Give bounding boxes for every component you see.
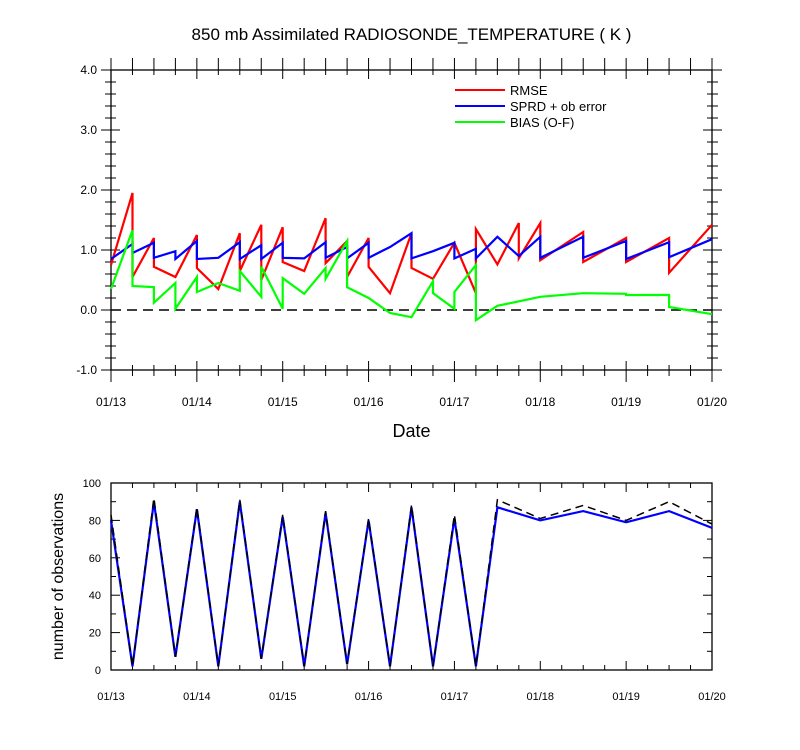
bottom-chart: 01/13 01/14 01/15 01/16 01/17 01/18 01/19 01/20… [50, 478, 726, 703]
x-tick-label: 01/17 [441, 691, 469, 703]
series-line-assimilated [109, 501, 713, 667]
x-tick-label: 01/18 [525, 395, 555, 409]
legend-label: RMSE [510, 83, 548, 98]
x-tick-label: 01/19 [612, 691, 640, 703]
series-line-bias-o-f [109, 229, 713, 323]
x-tick-label: 01/16 [354, 395, 384, 409]
plot-frame [110, 69, 713, 371]
y-tick-label: 100 [83, 478, 101, 490]
x-tick-label: 01/13 [97, 691, 125, 703]
legend-label: BIAS (O-F) [510, 115, 574, 130]
x-ticks: 01/13 01/14 01/15 01/16 01/17 01/18 01/19 01/20 [97, 483, 726, 703]
top-chart: 850 mb Assimilated RADIOSONDE_TEMPERATUR… [76, 25, 727, 441]
y-tick-label: 2.0 [80, 183, 97, 197]
y-tick-label: 40 [89, 590, 101, 602]
y-tick-label: 0.0 [80, 303, 97, 317]
x-tick-label: 01/20 [698, 691, 726, 703]
y-ticks: 0 20 40 60 80 100 [83, 478, 712, 677]
y-tick-label: 80 [89, 515, 101, 527]
series-group [109, 497, 713, 667]
y-tick-label: 0 [95, 665, 101, 677]
series-line-sprd-ob-error [110, 231, 713, 262]
x-tick-label: 01/16 [355, 691, 383, 703]
y-tick-label: 60 [89, 553, 101, 565]
x-tick-label: 01/14 [183, 691, 211, 703]
x-axis-label: Date [392, 421, 430, 441]
x-tick-label: 01/15 [269, 691, 297, 703]
x-tick-label: 01/18 [527, 691, 555, 703]
y-tick-label: 3.0 [80, 123, 97, 137]
x-tick-label: 01/17 [439, 395, 469, 409]
x-tick-label: 01/14 [182, 395, 212, 409]
x-ticks: 01/13 01/14 01/15 01/16 01/17 01/18 01/19 01/20 [96, 58, 727, 409]
chart-title: 850 mb Assimilated RADIOSONDE_TEMPERATUR… [192, 25, 632, 44]
y-tick-label: 4.0 [80, 63, 97, 77]
y-tick-label: 20 [89, 628, 101, 640]
y-tick-label: 1.0 [80, 243, 97, 257]
y-tick-label: -1.0 [76, 363, 97, 377]
series-group [109, 192, 713, 323]
legend-label: SPRD + ob error [510, 99, 607, 114]
series-line-possible [110, 497, 713, 667]
x-tick-label: 01/15 [268, 395, 298, 409]
x-tick-label: 01/20 [697, 395, 727, 409]
y-axis-label: number of observations [50, 493, 67, 660]
x-tick-label: 01/19 [611, 395, 641, 409]
y-ticks: -1.0 0.0 1.0 2.0 3.0 4.0 [76, 63, 722, 377]
x-tick-label: 01/13 [96, 395, 126, 409]
